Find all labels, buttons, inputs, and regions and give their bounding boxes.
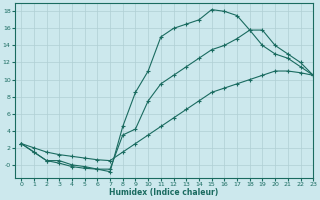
X-axis label: Humidex (Indice chaleur): Humidex (Indice chaleur) (109, 188, 219, 197)
